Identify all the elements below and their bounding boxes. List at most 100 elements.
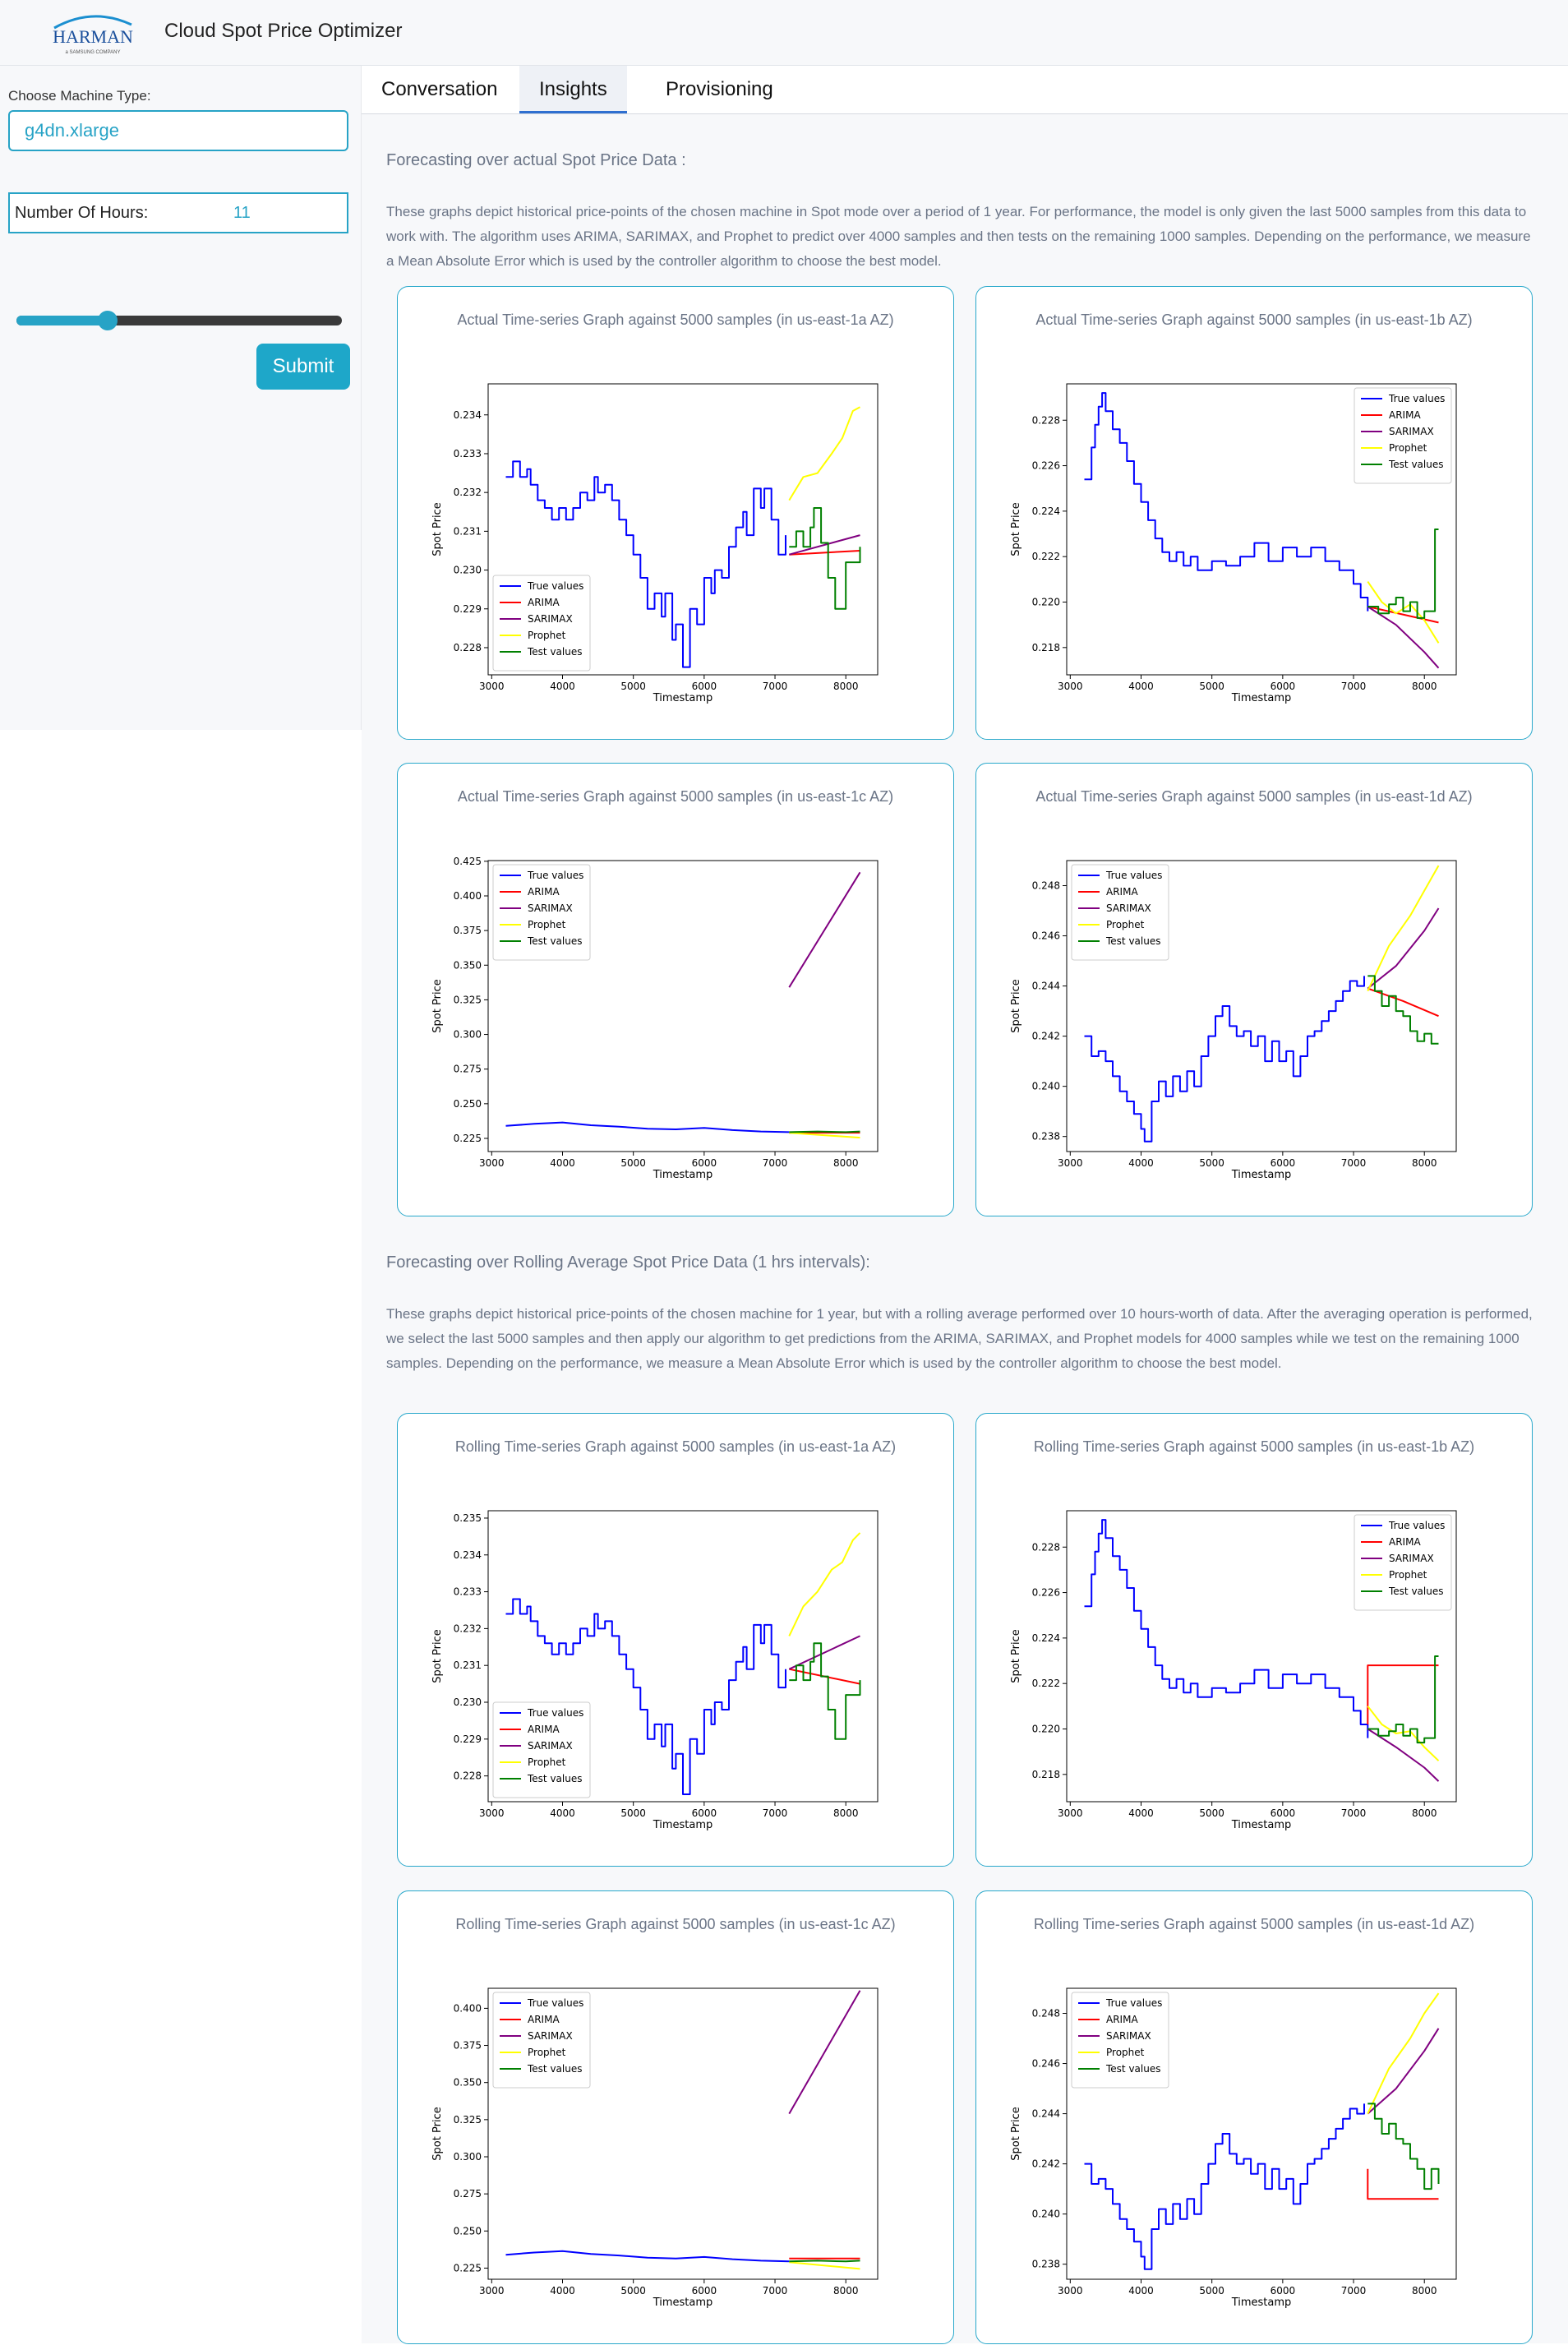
legend-label: SARIMAX xyxy=(1389,1553,1434,1564)
y-tick-label: 0.350 xyxy=(454,2077,482,2089)
hours-field[interactable]: Number Of Hours: 11 xyxy=(8,192,348,233)
x-tick-label: 7000 xyxy=(1341,1807,1367,1819)
legend-label: SARIMAX xyxy=(1389,426,1434,437)
machine-type-input[interactable] xyxy=(8,110,348,151)
legend-label: ARIMA xyxy=(528,886,560,898)
y-tick-label: 0.350 xyxy=(454,959,482,971)
legend-label: Test values xyxy=(527,1773,582,1784)
legend-label: ARIMA xyxy=(1106,886,1138,898)
legend-label: Prophet xyxy=(528,630,566,641)
legend-label: Test values xyxy=(527,646,582,658)
x-tick-label: 4000 xyxy=(1128,1807,1154,1819)
legend-label: ARIMA xyxy=(528,2014,560,2025)
legend-label: Test values xyxy=(527,2063,582,2075)
x-tick-label: 8000 xyxy=(1412,1157,1437,1169)
x-axis-label: Timestamp xyxy=(1231,1169,1292,1181)
x-tick-label: 6000 xyxy=(692,1157,717,1169)
y-tick-label: 0.240 xyxy=(1032,1081,1060,1092)
x-tick-label: 5000 xyxy=(1199,681,1224,692)
x-tick-label: 3000 xyxy=(479,1157,505,1169)
y-tick-label: 0.400 xyxy=(454,2002,482,2014)
hours-label: Number Of Hours: xyxy=(15,204,148,223)
y-tick-label: 0.231 xyxy=(454,1660,482,1671)
x-tick-label: 5000 xyxy=(620,1157,646,1169)
x-tick-label: 4000 xyxy=(550,681,575,692)
hours-value[interactable]: 11 xyxy=(233,204,251,223)
y-tick-label: 0.375 xyxy=(454,925,482,936)
x-tick-label: 3000 xyxy=(1058,1807,1083,1819)
chart-card: Actual Time-series Graph against 5000 sa… xyxy=(975,763,1533,1216)
y-tick-label: 0.230 xyxy=(454,1696,482,1708)
y-tick-label: 0.248 xyxy=(1032,880,1060,892)
y-tick-label: 0.222 xyxy=(1032,551,1060,562)
tab-conversation[interactable]: Conversation xyxy=(362,66,517,113)
x-tick-label: 6000 xyxy=(1271,2285,1296,2297)
y-tick-label: 0.220 xyxy=(1032,1724,1060,1735)
chart-card: Actual Time-series Graph against 5000 sa… xyxy=(975,286,1533,740)
legend-label: Prophet xyxy=(1106,919,1145,930)
legend-label: Prophet xyxy=(528,1756,566,1768)
y-tick-label: 0.325 xyxy=(454,2114,482,2126)
x-tick-label: 3000 xyxy=(479,1807,505,1819)
legend-label: ARIMA xyxy=(1389,1536,1421,1548)
app-title: Cloud Spot Price Optimizer xyxy=(164,20,402,43)
x-tick-label: 8000 xyxy=(1412,1807,1437,1819)
y-tick-label: 0.224 xyxy=(1032,1632,1060,1644)
legend-label: Test values xyxy=(1388,459,1443,470)
hours-slider-thumb[interactable] xyxy=(98,311,118,330)
y-tick-label: 0.425 xyxy=(454,856,482,867)
legend-label: Test values xyxy=(1105,2063,1160,2075)
legend-label: Test values xyxy=(1105,935,1160,947)
tab-bar: Conversation Insights Provisioning xyxy=(362,66,1568,114)
y-tick-label: 0.228 xyxy=(1032,1541,1060,1553)
y-axis-label: Spot Price xyxy=(1010,1629,1022,1683)
section-description-actual: These graphs depict historical price-poi… xyxy=(386,200,1537,274)
y-tick-label: 0.228 xyxy=(1032,414,1060,426)
legend-label: Prophet xyxy=(1106,2047,1145,2058)
x-axis-label: Timestamp xyxy=(653,1819,713,1831)
x-tick-label: 4000 xyxy=(550,2285,575,2297)
x-tick-label: 5000 xyxy=(1199,1807,1224,1819)
y-tick-label: 0.232 xyxy=(454,487,482,498)
y-tick-label: 0.246 xyxy=(1032,2058,1060,2070)
x-axis-label: Timestamp xyxy=(653,692,713,704)
tab-provisioning[interactable]: Provisioning xyxy=(646,66,793,113)
x-tick-label: 5000 xyxy=(620,1807,646,1819)
y-tick-label: 0.218 xyxy=(1032,642,1060,653)
y-tick-label: 0.248 xyxy=(1032,2008,1060,2020)
y-tick-label: 0.233 xyxy=(454,448,482,459)
y-tick-label: 0.238 xyxy=(1032,1131,1060,1142)
y-tick-label: 0.240 xyxy=(1032,2209,1060,2220)
y-tick-label: 0.231 xyxy=(454,525,482,537)
y-axis-label: Spot Price xyxy=(431,2107,444,2160)
y-tick-label: 0.220 xyxy=(1032,597,1060,608)
y-tick-label: 0.375 xyxy=(454,2040,482,2052)
tab-insights[interactable]: Insights xyxy=(519,66,627,113)
legend-label: True values xyxy=(527,1707,583,1719)
x-tick-label: 8000 xyxy=(1412,2285,1437,2297)
x-tick-label: 6000 xyxy=(692,2285,717,2297)
x-tick-label: 5000 xyxy=(620,681,646,692)
x-tick-label: 5000 xyxy=(1199,2285,1224,2297)
y-tick-label: 0.222 xyxy=(1032,1678,1060,1689)
legend-label: True values xyxy=(1388,1520,1445,1531)
y-tick-label: 0.225 xyxy=(454,1133,482,1144)
legend-label: Prophet xyxy=(528,919,566,930)
submit-button[interactable]: Submit xyxy=(256,344,350,390)
y-tick-label: 0.250 xyxy=(454,1098,482,1110)
harman-logo: HARMAN a SAMSUNG COMPANY xyxy=(39,10,146,59)
x-tick-label: 4000 xyxy=(1128,2285,1154,2297)
y-tick-label: 0.226 xyxy=(1032,460,1060,472)
legend-label: SARIMAX xyxy=(528,2030,573,2042)
x-tick-label: 3000 xyxy=(1058,1157,1083,1169)
y-tick-label: 0.229 xyxy=(454,1733,482,1745)
x-tick-label: 8000 xyxy=(833,1157,859,1169)
y-tick-label: 0.300 xyxy=(454,2151,482,2163)
y-axis-label: Spot Price xyxy=(1010,502,1022,556)
